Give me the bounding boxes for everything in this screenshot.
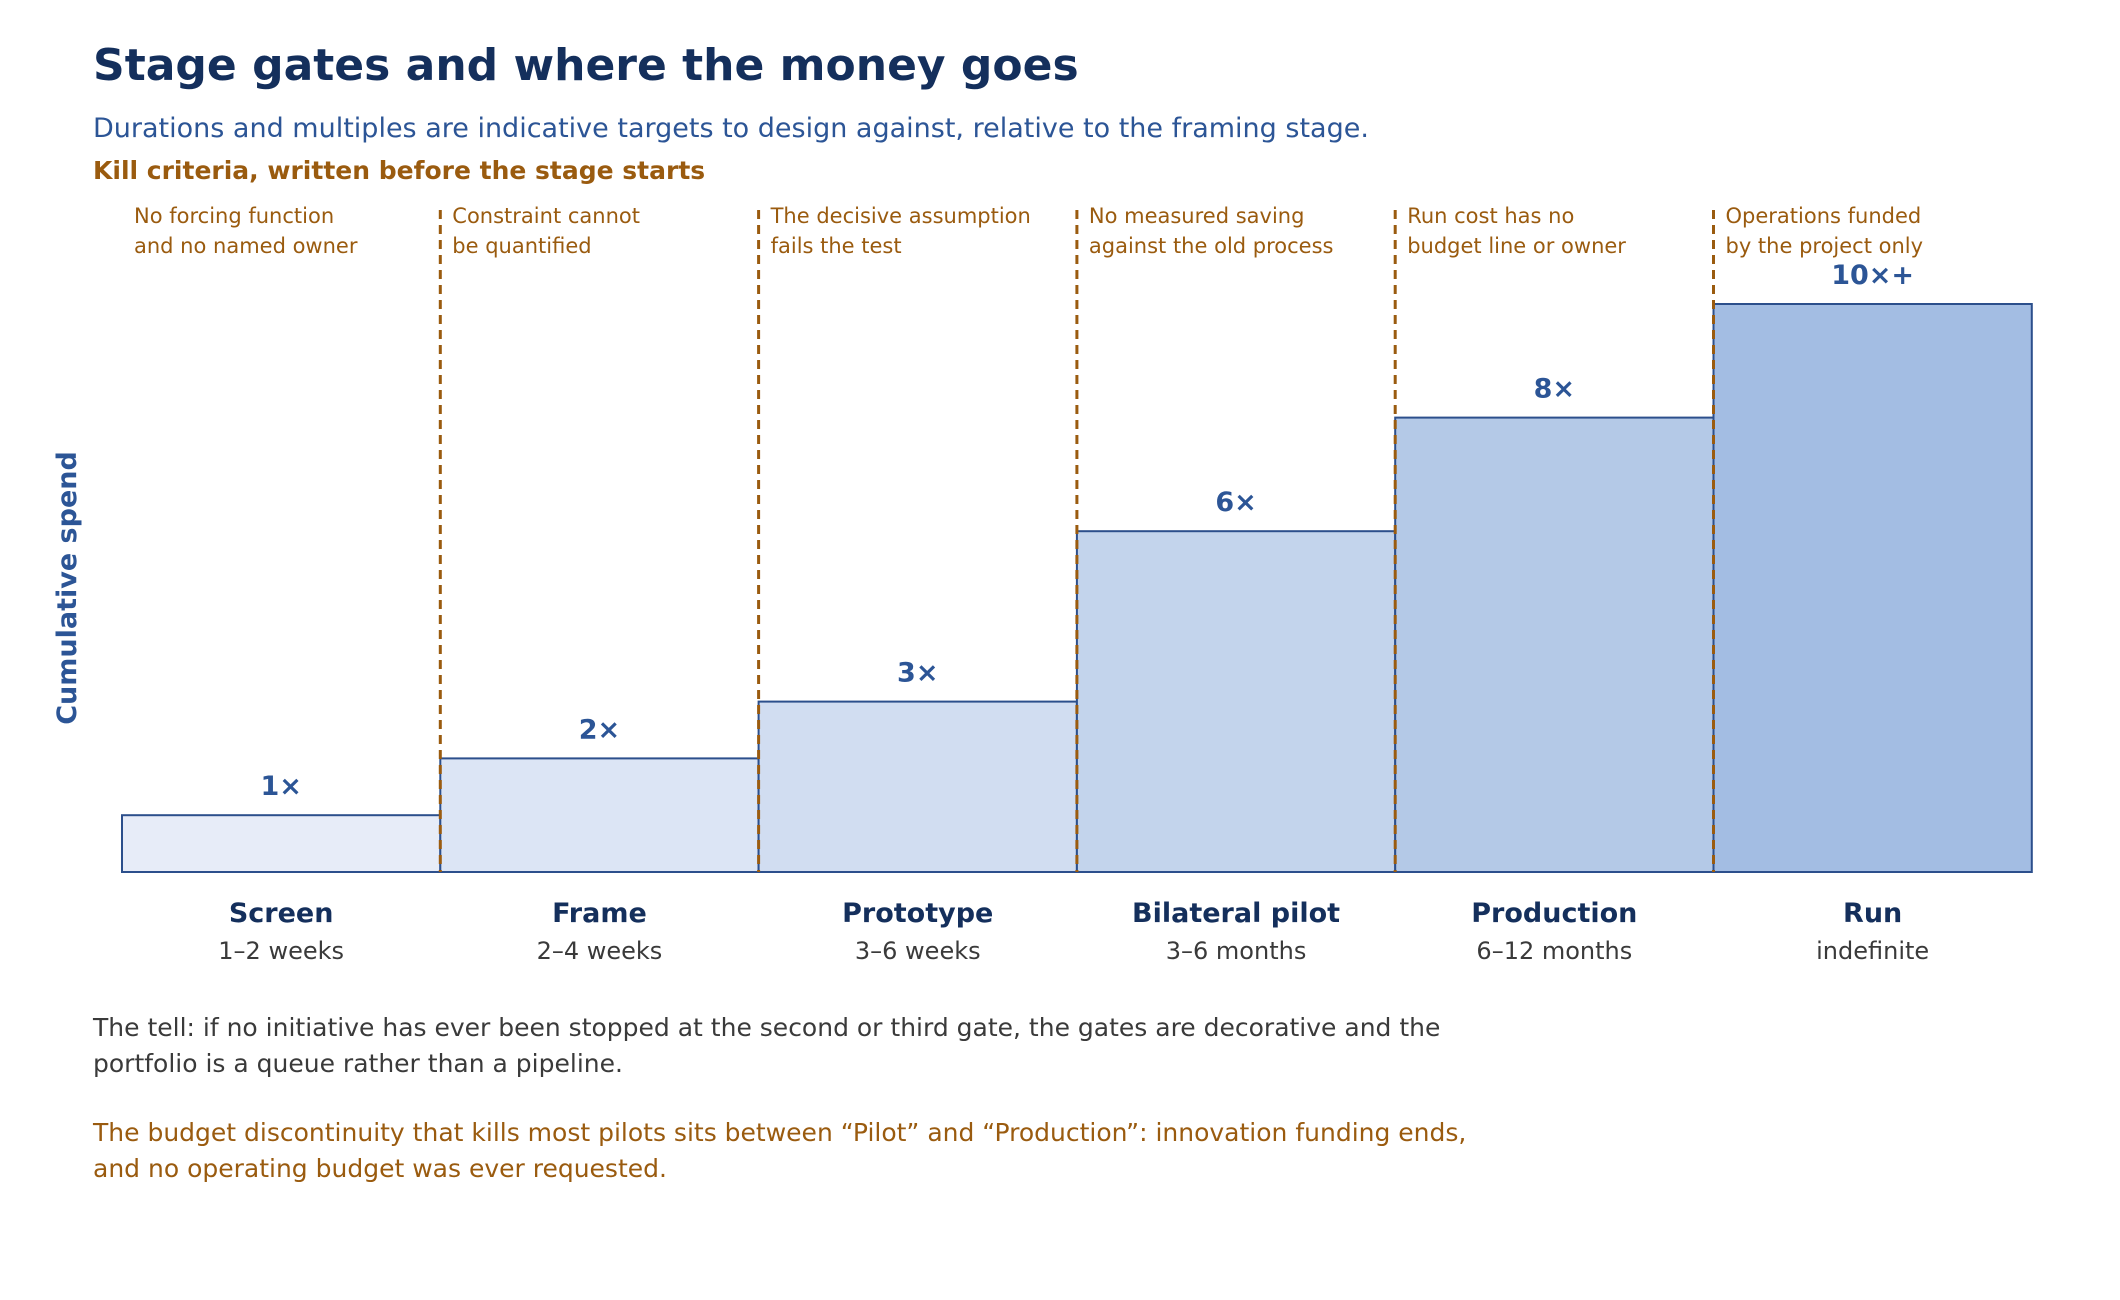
category-label: Bilateral pilot bbox=[1132, 898, 1340, 929]
kill-criterion-text: by the project only bbox=[1726, 234, 1924, 258]
bar bbox=[757, 700, 1078, 873]
tell-note-line: The tell: if no initiative has ever been… bbox=[93, 1013, 1441, 1042]
kill-criterion-text: Run cost has no bbox=[1407, 204, 1574, 228]
kill-criterion-text: and no named owner bbox=[134, 234, 358, 258]
category-label: Prototype bbox=[842, 898, 993, 929]
budget-note-line: The budget discontinuity that kills most… bbox=[93, 1118, 1467, 1147]
kill-criterion-text: be quantified bbox=[452, 234, 591, 258]
stage-spend-chart: 1× 2× 3× 6× 8× 10×+ No forcing function and no … bbox=[52, 204, 2033, 965]
value-label: 1× bbox=[260, 771, 301, 802]
category-label: Production bbox=[1471, 898, 1637, 929]
bar bbox=[1394, 416, 1715, 873]
duration-label: 1–2 weeks bbox=[218, 937, 344, 965]
value-label: 3× bbox=[897, 658, 938, 689]
page-title: Stage gates and where the money goes bbox=[93, 40, 1079, 91]
kill-criterion-text: Operations funded bbox=[1726, 204, 1922, 228]
tell-note-line: portfolio is a queue rather than a pipel… bbox=[93, 1049, 623, 1078]
kill-criterion-text: against the old process bbox=[1089, 234, 1334, 258]
duration-label: 6–12 months bbox=[1476, 937, 1632, 965]
kill-criteria-heading: Kill criteria, written before the stage … bbox=[93, 156, 706, 185]
duration-label: indefinite bbox=[1816, 937, 1929, 965]
budget-note-line: and no operating budget was ever request… bbox=[93, 1154, 667, 1183]
kill-criterion-text: budget line or owner bbox=[1407, 234, 1626, 258]
bar bbox=[121, 814, 442, 874]
tell-note: The tell: if no initiative has ever been… bbox=[93, 1010, 1440, 1082]
y-axis-label: Cumulative spend bbox=[52, 451, 83, 725]
category-label: Run bbox=[1843, 898, 1902, 929]
duration-label: 2–4 weeks bbox=[537, 937, 663, 965]
bar bbox=[1075, 530, 1397, 873]
bar bbox=[439, 757, 760, 874]
value-label: 10×+ bbox=[1831, 260, 1914, 291]
duration-label: 3–6 months bbox=[1166, 937, 1307, 965]
duration-label: 3–6 weeks bbox=[855, 937, 981, 965]
category-label: Frame bbox=[552, 898, 647, 929]
budget-note: The budget discontinuity that kills most… bbox=[93, 1115, 1466, 1187]
value-label: 8× bbox=[1534, 374, 1575, 405]
value-label: 2× bbox=[579, 714, 620, 745]
kill-criterion-text: No measured saving bbox=[1089, 204, 1305, 228]
kill-criterion-text: No forcing function bbox=[134, 204, 334, 228]
bar bbox=[1712, 303, 2033, 873]
kill-criterion-text: The decisive assumption bbox=[770, 204, 1031, 228]
category-label: Screen bbox=[229, 898, 334, 929]
kill-criterion-text: Constraint cannot bbox=[452, 204, 640, 228]
kill-criterion-text: fails the test bbox=[771, 234, 902, 258]
page-subtitle: Durations and multiples are indicative t… bbox=[93, 113, 1369, 144]
value-label: 6× bbox=[1215, 487, 1256, 518]
